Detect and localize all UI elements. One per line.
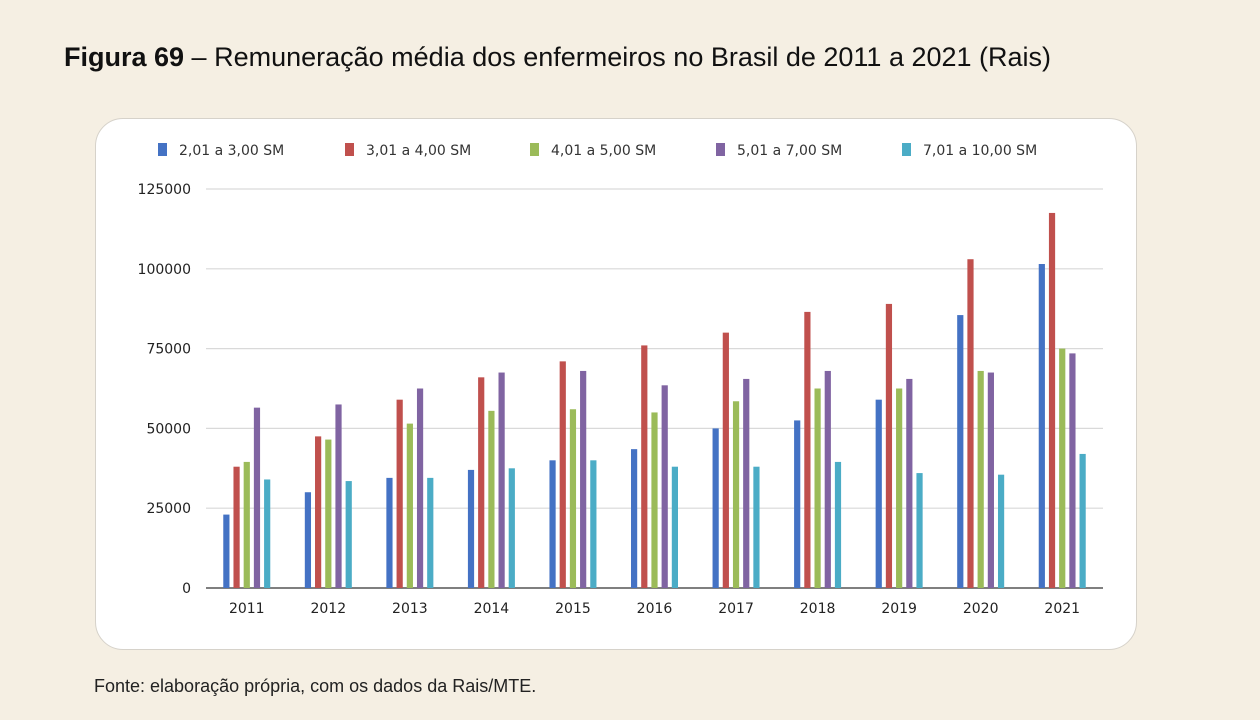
bar-2011-series-5 — [264, 479, 271, 588]
bar-2015-series-2 — [559, 361, 566, 588]
x-tick-label: 2014 — [474, 601, 510, 617]
x-tick-label: 2017 — [718, 601, 754, 617]
bar-2011-series-2 — [233, 466, 240, 588]
bar-2017-series-1 — [712, 428, 719, 588]
bar-2021-series-2 — [1048, 212, 1056, 588]
x-tick-label: 2020 — [963, 601, 999, 617]
figure-caption: Remuneração média dos enfermeiros no Bra… — [214, 42, 1052, 72]
bar-2019-series-4 — [906, 378, 913, 588]
bar-2018-series-1 — [794, 420, 801, 588]
y-tick-label: 25000 — [146, 501, 191, 517]
bar-2020-series-3 — [977, 370, 984, 588]
chart-card: 0 25000 50000 75000 100000 125000 2011 2012 2013… — [95, 118, 1137, 650]
bar-2017-series-4 — [743, 378, 750, 588]
legend-swatch — [158, 143, 167, 156]
bar-2019-series-2 — [885, 303, 893, 588]
x-tick-label: 2011 — [229, 601, 265, 617]
bar-2021-series-4 — [1069, 353, 1076, 588]
bar-2019-series-3 — [896, 388, 903, 588]
x-tick-label: 2019 — [881, 601, 917, 617]
bar-2013-series-5 — [427, 477, 434, 588]
bar-2011-series-4 — [253, 407, 261, 588]
bar-2017-series-3 — [732, 401, 740, 588]
bar-2012-series-1 — [304, 492, 312, 588]
figure-label: Figura 69 — [64, 42, 185, 72]
bar-2012-series-4 — [335, 404, 342, 588]
legend-label: 3,01 a 4,00 SM — [366, 143, 471, 159]
bar-2018-series-4 — [824, 370, 831, 588]
legend-swatch — [902, 143, 911, 156]
legend-swatch — [530, 143, 539, 156]
y-tick-label: 50000 — [146, 421, 191, 437]
x-tick-label: 2012 — [310, 601, 346, 617]
y-tick-label: 125000 — [138, 182, 191, 198]
bar-chart: 0 25000 50000 75000 100000 125000 2011 2012 2013… — [138, 143, 1103, 617]
bar-2013-series-4 — [416, 388, 424, 588]
bar-2019-series-1 — [875, 399, 882, 588]
legend-swatch — [716, 143, 725, 156]
bar-2013-series-2 — [396, 399, 403, 588]
legend-swatch — [345, 143, 354, 156]
bar-2021-series-3 — [1059, 348, 1066, 588]
x-tick-label: 2016 — [637, 601, 673, 617]
bar-2021-series-1 — [1038, 264, 1045, 588]
bar-2016-series-4 — [661, 385, 668, 588]
bar-2016-series-3 — [651, 412, 658, 588]
bar-2011-series-1 — [223, 514, 230, 588]
bar-2016-series-2 — [641, 345, 648, 588]
bar-2013-series-1 — [386, 477, 393, 588]
bar-2017-series-5 — [753, 466, 760, 588]
figure-separator: – — [184, 42, 215, 72]
bar-2013-series-3 — [406, 423, 413, 588]
bar-2019-series-5 — [916, 473, 923, 588]
bar-2020-series-1 — [957, 315, 964, 588]
bar-2012-series-2 — [315, 436, 322, 588]
legend-label: 4,01 a 5,00 SM — [551, 143, 656, 159]
bar-2018-series-3 — [814, 388, 821, 588]
bar-2012-series-5 — [345, 481, 352, 588]
bar-2020-series-2 — [967, 259, 974, 588]
bar-2015-series-4 — [580, 370, 587, 588]
bar-2011-series-3 — [243, 461, 250, 588]
bar-2021-series-5 — [1079, 453, 1086, 588]
legend-label: 7,01 a 10,00 SM — [923, 143, 1037, 159]
bar-2014-series-5 — [508, 468, 515, 588]
bar-2020-series-5 — [997, 474, 1005, 588]
x-tick-label: 2015 — [555, 601, 591, 617]
bar-2016-series-1 — [631, 449, 638, 588]
bar-2015-series-1 — [549, 460, 556, 588]
bar-2018-series-2 — [804, 311, 811, 588]
bar-2014-series-3 — [488, 410, 495, 588]
x-tick-label: 2021 — [1044, 601, 1080, 617]
legend-label: 2,01 a 3,00 SM — [179, 143, 284, 159]
x-tick-label: 2013 — [392, 601, 428, 617]
bar-2018-series-5 — [834, 461, 842, 588]
y-tick-label: 75000 — [146, 342, 191, 358]
bar-2014-series-1 — [467, 469, 475, 588]
legend-label: 5,01 a 7,00 SM — [737, 143, 842, 159]
figure-title: Figura 69 – Remuneração média dos enferm… — [64, 42, 1051, 73]
x-tick-label: 2018 — [800, 601, 836, 617]
bar-2020-series-4 — [987, 372, 994, 588]
y-tick-label: 100000 — [138, 262, 191, 278]
bar-2017-series-2 — [722, 332, 729, 588]
bar-2014-series-2 — [478, 377, 485, 588]
source-note: Fonte: elaboração própria, com os dados … — [94, 676, 537, 696]
y-tick-label: 0 — [182, 581, 191, 597]
bar-2016-series-5 — [671, 466, 678, 588]
bar-2012-series-3 — [325, 439, 332, 588]
bar-2015-series-5 — [590, 460, 597, 588]
bar-2015-series-3 — [569, 409, 577, 588]
bar-2014-series-4 — [498, 372, 505, 588]
